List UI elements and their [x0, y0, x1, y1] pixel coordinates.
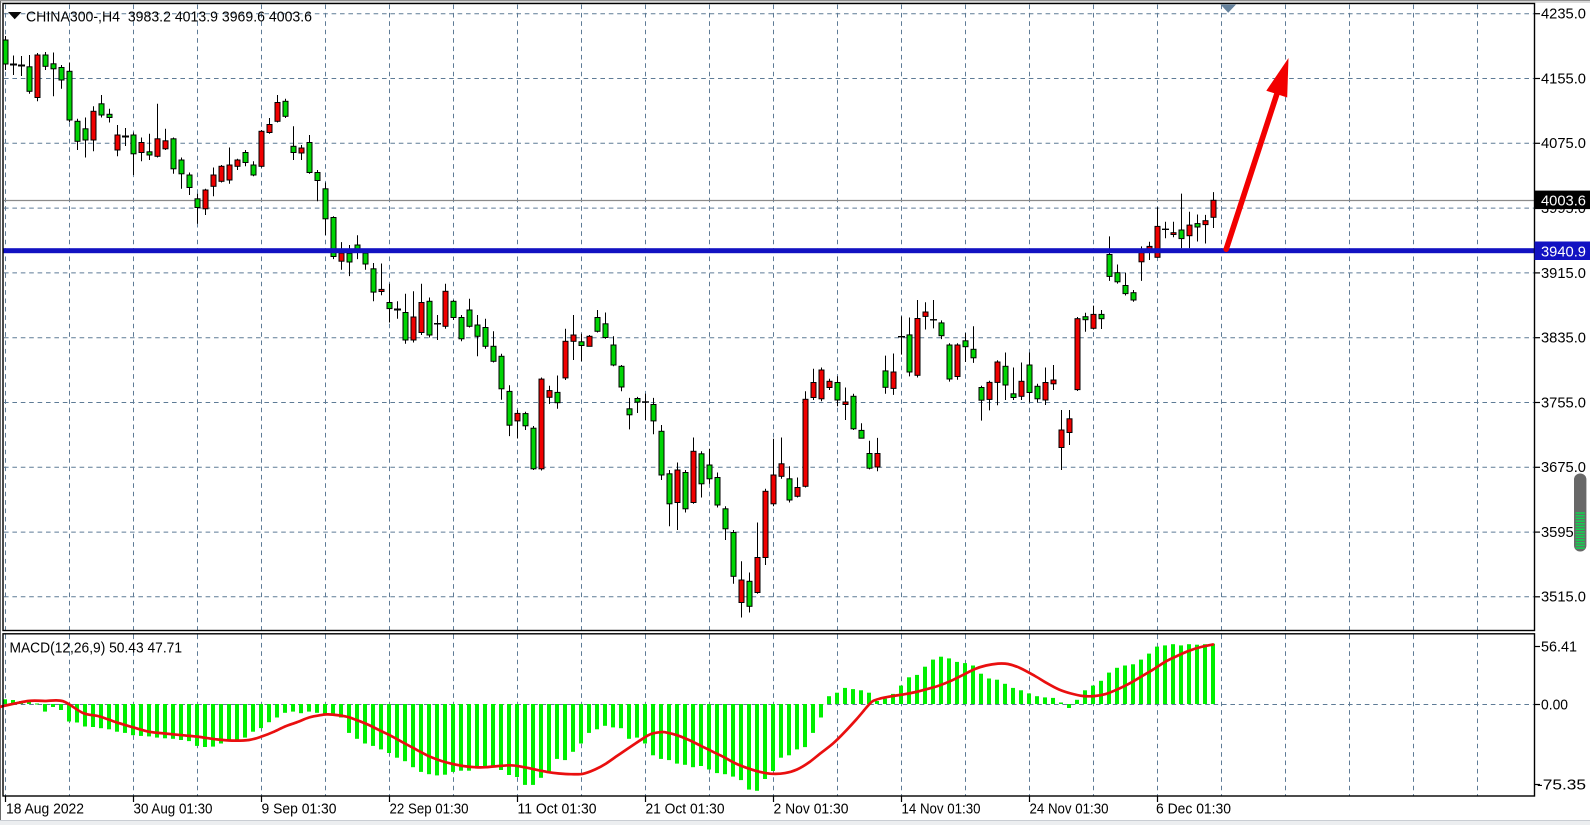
svg-text:MACD(12,26,9) 50.43 47.71: MACD(12,26,9) 50.43 47.71 — [10, 639, 183, 656]
svg-text:6 Dec 01:30: 6 Dec 01:30 — [1156, 800, 1231, 817]
svg-text:-75.35: -75.35 — [1537, 776, 1586, 793]
svg-text:4155.0: 4155.0 — [1541, 70, 1586, 87]
svg-text:4003.6: 4003.6 — [1541, 192, 1586, 209]
svg-text:21 Oct 01:30: 21 Oct 01:30 — [646, 800, 725, 817]
svg-text:3755.0: 3755.0 — [1541, 394, 1586, 411]
svg-text:30 Aug 01:30: 30 Aug 01:30 — [134, 800, 213, 817]
svg-text:9 Sep 01:30: 9 Sep 01:30 — [262, 800, 337, 817]
svg-text:3940.9: 3940.9 — [1541, 243, 1586, 260]
svg-text:0.00: 0.00 — [1541, 696, 1568, 713]
svg-text:14 Nov 01:30: 14 Nov 01:30 — [902, 800, 981, 817]
svg-text:4075.0: 4075.0 — [1541, 135, 1586, 152]
svg-text:CHINA300-,H4 3983.2 4013.9 39: CHINA300-,H4 3983.2 4013.9 3969.6 4003.6 — [26, 8, 312, 25]
svg-text:3915.0: 3915.0 — [1541, 265, 1586, 282]
svg-text:4235.0: 4235.0 — [1541, 6, 1586, 23]
svg-text:2 Nov 01:30: 2 Nov 01:30 — [774, 800, 849, 817]
svg-text:56.41: 56.41 — [1541, 638, 1577, 655]
svg-text:3515.0: 3515.0 — [1541, 589, 1586, 606]
svg-text:3835.0: 3835.0 — [1541, 330, 1586, 347]
svg-text:18 Aug 2022: 18 Aug 2022 — [6, 800, 84, 817]
svg-text:22 Sep 01:30: 22 Sep 01:30 — [390, 800, 469, 817]
svg-text:11 Oct 01:30: 11 Oct 01:30 — [518, 800, 597, 817]
svg-text:24 Nov 01:30: 24 Nov 01:30 — [1030, 800, 1109, 817]
